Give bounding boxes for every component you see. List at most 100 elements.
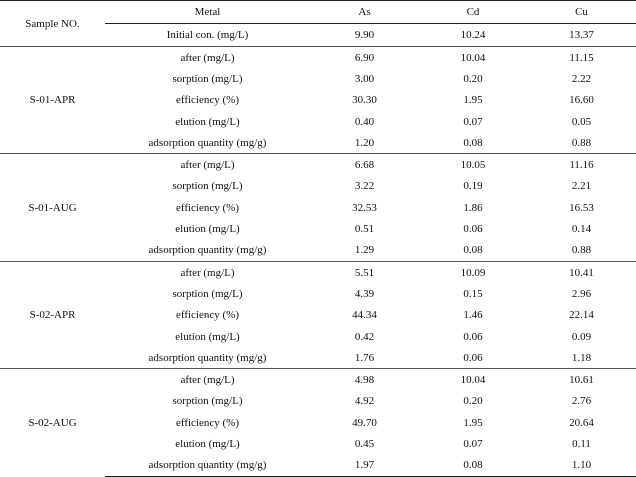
value-cell-as: 0.42 bbox=[354, 330, 375, 343]
measure-label-cell: sorption (mg/L) bbox=[172, 287, 243, 300]
value-cell-cd: 1.95 bbox=[463, 94, 483, 107]
table-row: elution (mg/L) 0.45 0.07 0.11 bbox=[0, 433, 636, 454]
metal-as-header: As bbox=[310, 0, 419, 24]
value-cell-cd: 0.20 bbox=[463, 72, 483, 85]
measure-label-cell: after (mg/L) bbox=[105, 153, 310, 176]
value-cell-as: 6.68 bbox=[310, 153, 419, 176]
measure-label-cell: adsorption quantity (mg/g) bbox=[148, 244, 267, 257]
measure-label-cell: elution (mg/L) bbox=[175, 223, 240, 236]
value-cell-cu: 0.14 bbox=[571, 223, 592, 236]
value-cell-cu: 10.41 bbox=[527, 260, 636, 284]
table-row: adsorption quantity (mg/g) 1.29 0.08 0.88 bbox=[0, 240, 636, 262]
initial-as-value: 9.90 bbox=[310, 23, 419, 47]
table-row: elution (mg/L) 0.42 0.06 0.09 bbox=[0, 326, 636, 347]
value-cell-cd: 1.46 bbox=[463, 309, 483, 322]
value-cell-as: 0.40 bbox=[354, 115, 375, 128]
measure-label-cell: sorption (mg/L) bbox=[172, 395, 243, 408]
value-cell-cu: 0.88 bbox=[571, 244, 592, 257]
value-cell-cu: 2.96 bbox=[571, 287, 592, 300]
value-cell-cu: 16.53 bbox=[569, 201, 594, 214]
value-cell-cu: 0.11 bbox=[572, 437, 591, 450]
value-cell-cu: 0.88 bbox=[571, 136, 592, 149]
value-cell-cd: 1.86 bbox=[463, 201, 483, 214]
table-row: sorption (mg/L) 3.00 0.20 2.22 bbox=[0, 68, 636, 89]
value-cell-cu: 10.61 bbox=[527, 368, 636, 391]
value-cell-cd: 0.07 bbox=[463, 437, 483, 450]
value-cell-cd: 0.06 bbox=[463, 330, 483, 343]
measure-label-cell: efficiency (%) bbox=[175, 201, 239, 214]
value-cell-cu: 2.22 bbox=[571, 72, 592, 85]
value-cell-cd: 0.20 bbox=[463, 395, 483, 408]
value-cell-cd: 0.08 bbox=[463, 244, 483, 257]
value-cell-cd: 0.15 bbox=[463, 287, 483, 300]
initial-concentration-label: Initial con. (mg/L) bbox=[105, 23, 310, 47]
table-header: Sample NO. Metal As Cd Cu Initial con. (… bbox=[0, 0, 636, 47]
sample-id-cell: S-02-APR bbox=[0, 260, 105, 369]
value-cell-cd: 10.04 bbox=[419, 368, 527, 391]
measure-label-cell: elution (mg/L) bbox=[175, 330, 240, 343]
value-cell-cu: 1.10 bbox=[527, 454, 636, 477]
measure-label-cell: efficiency (%) bbox=[175, 309, 239, 322]
table-body: S-01-APR after (mg/L) 6.90 10.04 11.15 sorpti… bbox=[0, 45, 636, 477]
table-row: sorption (mg/L) 3.22 0.19 2.21 bbox=[0, 176, 636, 197]
sample-id-cell: S-02-AUG bbox=[0, 368, 105, 477]
value-cell-cd: 0.19 bbox=[463, 180, 483, 193]
measure-label-cell: efficiency (%) bbox=[175, 94, 239, 107]
table-row: adsorption quantity (mg/g) 1.20 0.08 0.88 bbox=[0, 132, 636, 154]
table-row: adsorption quantity (mg/g) 1.76 0.06 1.18 bbox=[0, 347, 636, 369]
measure-label-cell: after (mg/L) bbox=[105, 260, 310, 284]
initial-cd-value: 10.24 bbox=[419, 23, 527, 47]
table-row: efficiency (%) 30.30 1.95 16.60 bbox=[0, 90, 636, 111]
measure-label-cell: after (mg/L) bbox=[105, 368, 310, 391]
measure-label-cell: adsorption quantity (mg/g) bbox=[148, 136, 267, 149]
measure-label-cell: sorption (mg/L) bbox=[172, 180, 243, 193]
value-cell-as: 6.90 bbox=[310, 46, 419, 69]
value-cell-cd: 1.95 bbox=[463, 416, 483, 429]
table-row: efficiency (%) 32.53 1.86 16.53 bbox=[0, 197, 636, 218]
value-cell-as: 1.76 bbox=[354, 351, 375, 364]
value-cell-cd: 10.05 bbox=[419, 153, 527, 176]
sample-id-cell: S-01-AUG bbox=[0, 153, 105, 262]
measure-label-cell: elution (mg/L) bbox=[175, 437, 240, 450]
table-row: S-01-APR after (mg/L) 6.90 10.04 11.15 bbox=[0, 45, 636, 154]
value-cell-as: 44.34 bbox=[352, 309, 377, 322]
value-cell-cu: 20.64 bbox=[569, 416, 594, 429]
measure-label-cell: adsorption quantity (mg/g) bbox=[148, 351, 267, 364]
table-row: efficiency (%) 44.34 1.46 22.14 bbox=[0, 305, 636, 326]
metal-cd-header: Cd bbox=[419, 0, 527, 24]
value-cell-cd: 0.07 bbox=[463, 115, 483, 128]
value-cell-cd: 10.04 bbox=[419, 46, 527, 69]
value-cell-as: 4.39 bbox=[354, 287, 375, 300]
value-cell-as: 1.29 bbox=[354, 244, 375, 257]
value-cell-as: 0.45 bbox=[354, 437, 375, 450]
table-row: S-01-AUG after (mg/L) 6.68 10.05 11.16 bbox=[0, 153, 636, 262]
measure-label-cell: efficiency (%) bbox=[175, 416, 239, 429]
measure-label-cell: adsorption quantity (mg/g) bbox=[105, 454, 310, 477]
metal-header: Metal bbox=[105, 0, 310, 24]
value-cell-cd: 0.08 bbox=[463, 136, 483, 149]
value-cell-cu: 11.16 bbox=[527, 153, 636, 176]
table-row: sorption (mg/L) 4.92 0.20 2.76 bbox=[0, 391, 636, 412]
value-cell-cu: 0.05 bbox=[571, 115, 592, 128]
value-cell-cd: 0.06 bbox=[463, 223, 483, 236]
value-cell-cu: 2.21 bbox=[571, 180, 592, 193]
value-cell-as: 0.51 bbox=[354, 223, 375, 236]
value-cell-as: 1.20 bbox=[354, 136, 375, 149]
value-cell-cu: 11.15 bbox=[527, 46, 636, 69]
sample-no-header: Sample NO. bbox=[0, 0, 105, 47]
measure-label-cell: after (mg/L) bbox=[105, 46, 310, 69]
value-cell-cd: 10.09 bbox=[419, 260, 527, 284]
value-cell-as: 5.51 bbox=[310, 260, 419, 284]
value-cell-as: 3.00 bbox=[354, 72, 375, 85]
value-cell-cd: 0.06 bbox=[463, 351, 483, 364]
value-cell-as: 32.53 bbox=[352, 201, 377, 214]
table-row: elution (mg/L) 0.40 0.07 0.05 bbox=[0, 111, 636, 132]
value-cell-as: 30.30 bbox=[352, 94, 377, 107]
metal-cu-header: Cu bbox=[527, 0, 636, 24]
table-row: elution (mg/L) 0.51 0.06 0.14 bbox=[0, 218, 636, 239]
value-cell-cu: 2.76 bbox=[571, 395, 592, 408]
value-cell-as: 1.97 bbox=[310, 454, 419, 477]
table-row: efficiency (%) 49.70 1.95 20.64 bbox=[0, 412, 636, 433]
table-row: sorption (mg/L) 4.39 0.15 2.96 bbox=[0, 283, 636, 304]
